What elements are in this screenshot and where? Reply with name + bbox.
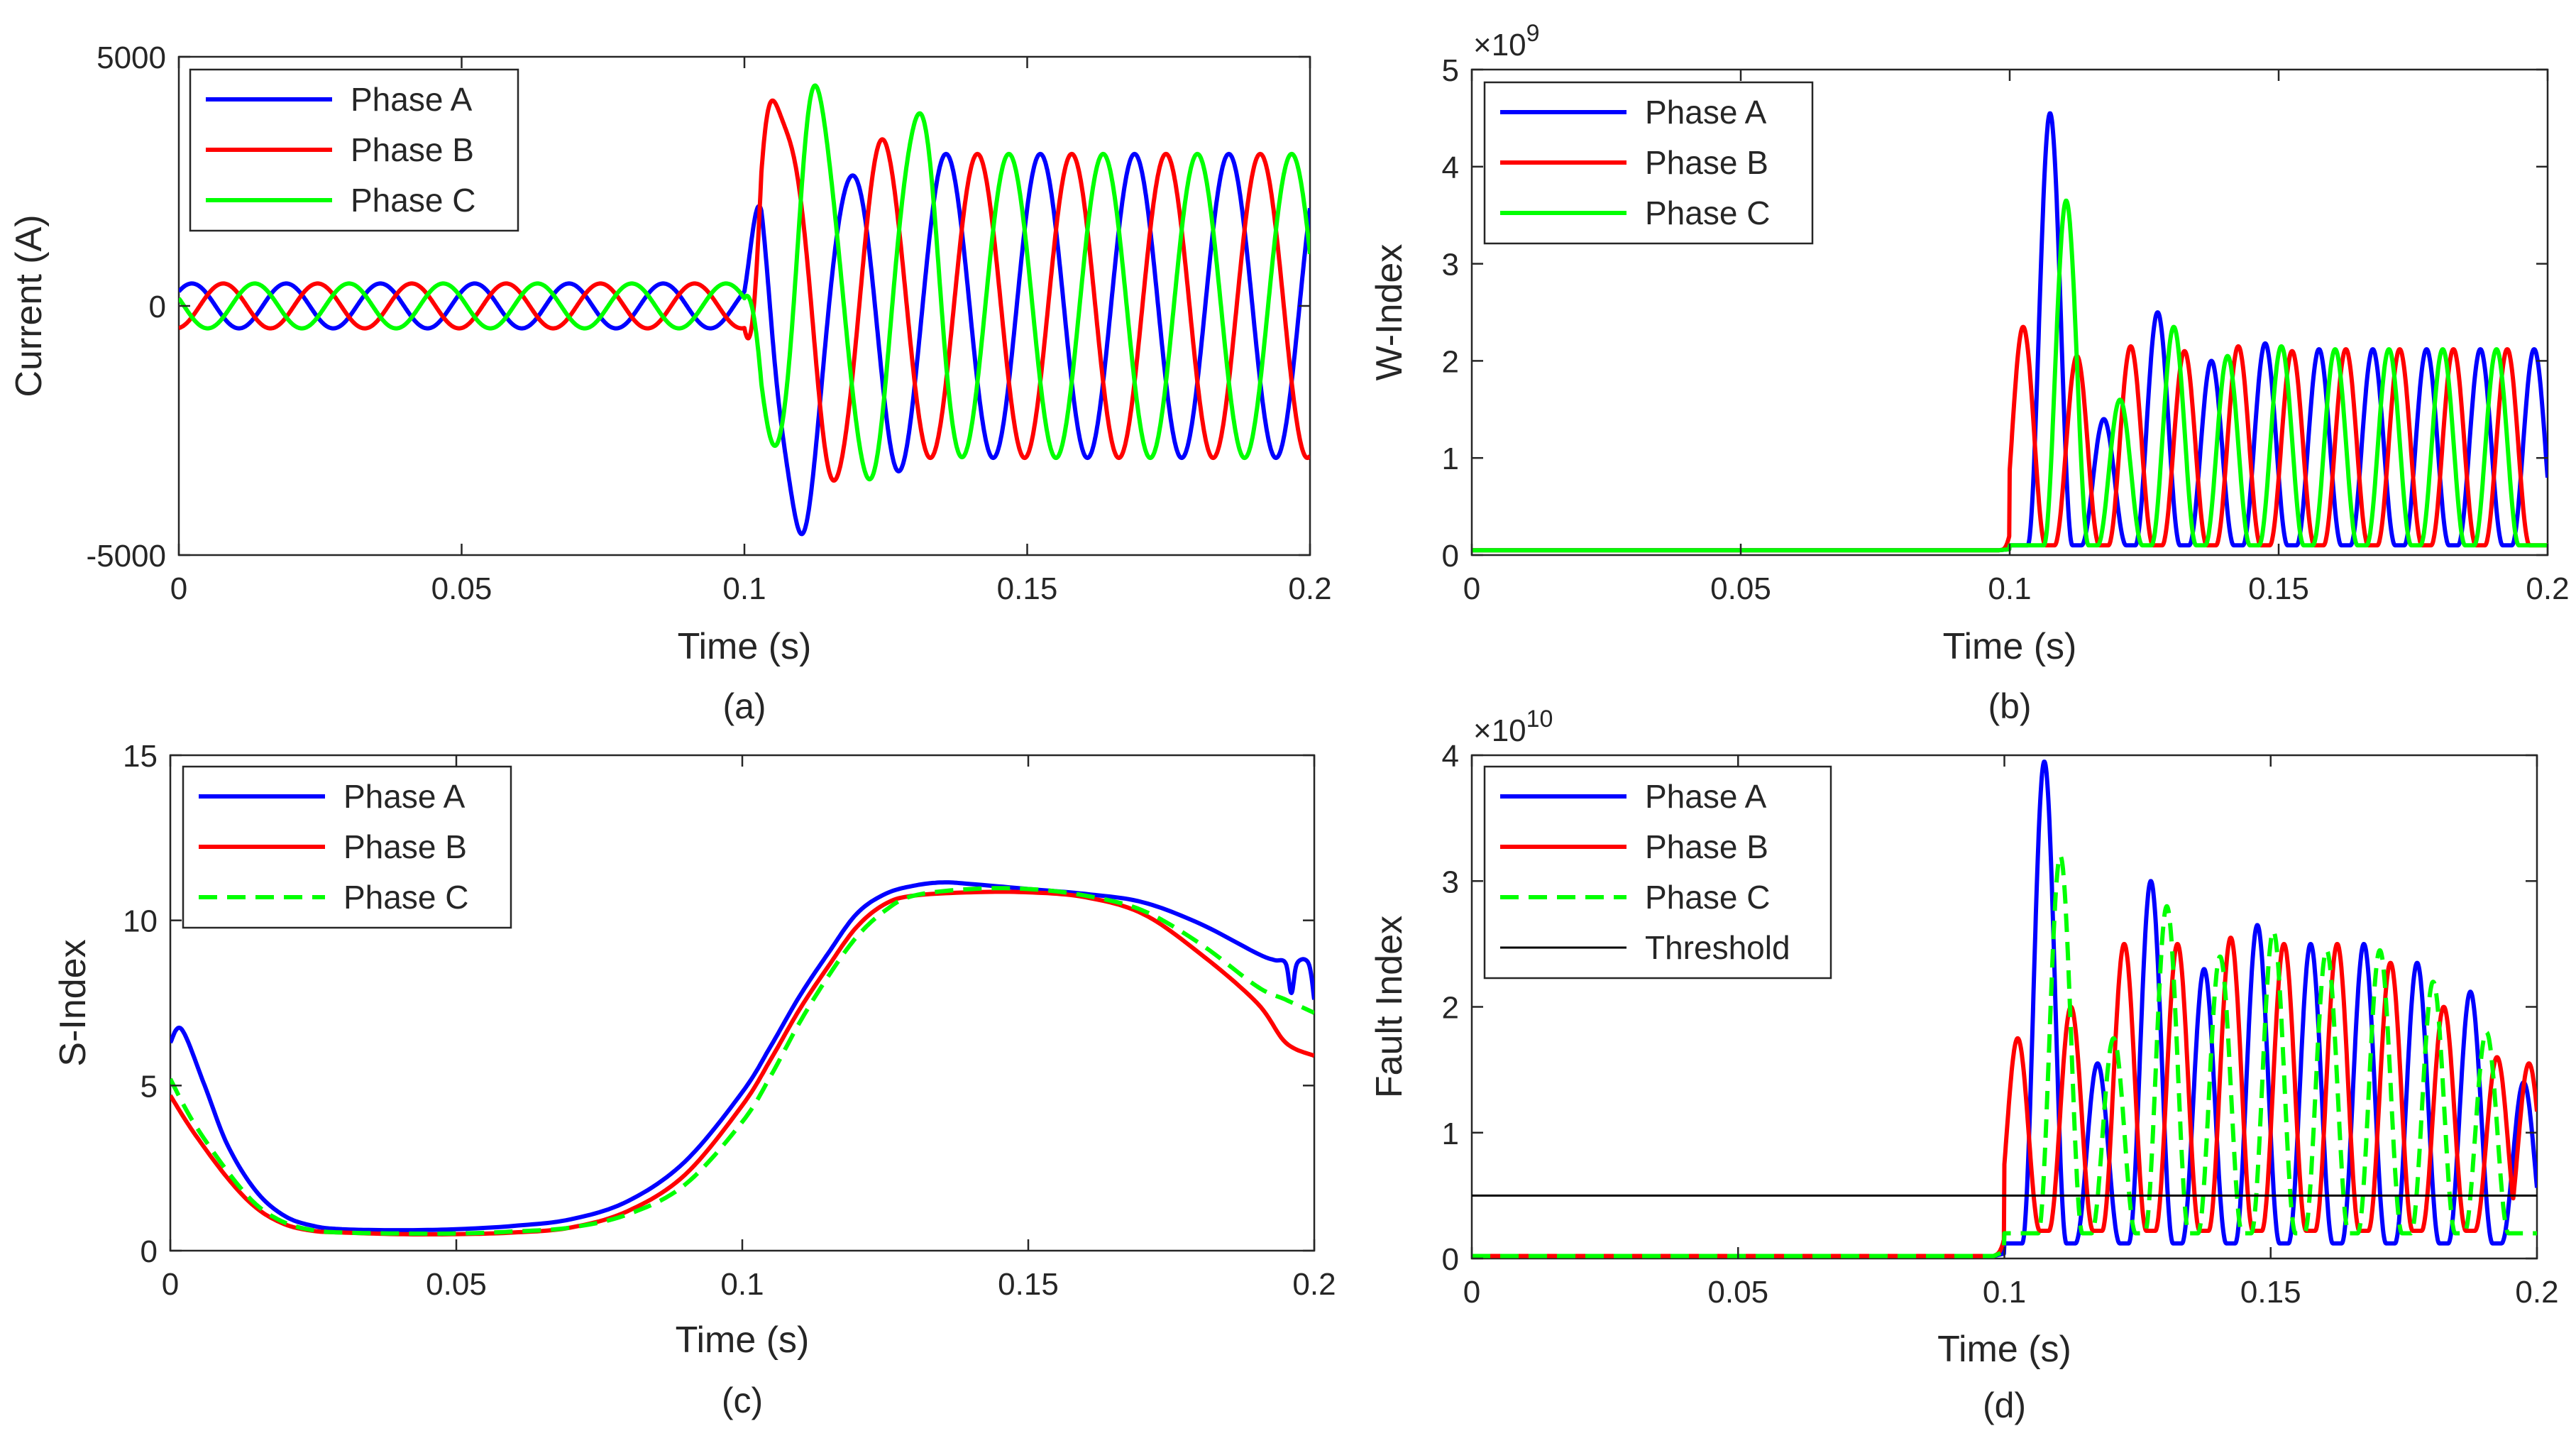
legend-label: Phase B [343,828,467,865]
y-tick-label: 0 [149,290,166,324]
y-tick-label: 3 [1442,248,1459,283]
legend: Phase A Phase B Phase C [189,68,519,232]
y-tick-label: 0 [1442,1242,1459,1277]
series-line-phase-a [179,151,1310,537]
y-tick-label: 2 [1442,991,1459,1026]
series-line-phase-a [170,880,1314,1233]
y-tick-label: -5000 [86,539,166,574]
x-tick-label: 0.05 [431,571,492,606]
legend: Phase A Phase B Phase C [1483,81,1814,245]
y-tick-label: 5 [141,1069,158,1104]
x-tick-label: 0.15 [997,571,1058,606]
series-line-phase-c [179,83,1310,482]
series-group [170,880,1314,1236]
panel-caption: (c) [722,1381,763,1420]
x-tick-label: 0.2 [1288,571,1331,606]
x-axis-label: Time (s) [678,626,812,667]
panel-caption: (a) [722,686,766,726]
y-tick-label: 2 [1442,344,1459,379]
legend-box [1483,765,1832,980]
y-tick-label: 4 [1442,150,1459,185]
panel-caption: (d) [1983,1386,2026,1425]
x-tick-label: 0.2 [1292,1267,1336,1302]
legend: Phase A Phase B Phase C [182,765,512,929]
y-tick-label: 10 [123,904,158,939]
y-exponent-base: ×10 [1473,713,1526,748]
y-exponent-label: ×1010 [1473,706,1553,748]
y-axis-label: Current (A) [9,214,50,397]
x-tick-label: 0.15 [998,1267,1059,1302]
y-tick-label: 1 [1442,441,1459,476]
legend-label: Phase C [351,182,475,219]
x-tick-label: 0.1 [722,571,766,606]
legend-label: Phase A [351,81,473,118]
y-exponent-base: ×10 [1473,28,1526,62]
series-line-phase-c [170,886,1314,1236]
series-group [1472,759,2537,1258]
y-tick-label: 0 [1442,539,1459,574]
x-tick-label: 0.2 [2526,571,2569,606]
x-tick-label: 0.1 [720,1267,764,1302]
legend-label: Phase C [1645,879,1770,916]
legend-label: Phase B [1645,828,1768,865]
legend-label: Phase C [343,879,468,916]
x-tick-label: 0.05 [1710,571,1771,606]
x-axis-label: Time (s) [676,1320,810,1361]
panel-c: 0 0.05 0.1 0.15 0.2 0 5 10 15 Time (s) S-Index (c) P… [53,739,1336,1420]
x-tick-label: 0 [170,571,187,606]
series-line-phase-b [179,98,1310,483]
x-tick-label: 0.15 [2248,571,2309,606]
x-tick-label: 0 [1463,571,1480,606]
legend-label: Phase B [1645,144,1768,181]
x-tick-label: 0.15 [2240,1275,2301,1310]
legend-label: Phase A [1645,94,1767,131]
x-tick-label: 0.05 [1707,1275,1768,1310]
legend-label: Phase C [1645,194,1770,231]
x-tick-label: 0.05 [426,1267,487,1302]
y-tick-label: 3 [1442,865,1459,899]
panel-b: 0 0.05 0.1 0.15 0.2 0 1 2 3 4 5 ×109 Time (s) W-Index… [1369,20,2570,726]
legend-label: Threshold [1645,929,1790,966]
x-tick-label: 0 [162,1267,179,1302]
y-tick-label: 4 [1442,739,1459,774]
x-axis-label: Time (s) [1937,1329,2071,1370]
y-tick-label: 1 [1442,1117,1459,1151]
legend-label: Phase A [343,778,466,815]
x-tick-label: 0.2 [2515,1275,2558,1310]
x-tick-label: 0.1 [1988,571,2031,606]
y-exponent-power: 9 [1526,20,1540,47]
y-tick-label: 5000 [97,40,166,75]
legend-label: Phase A [1645,778,1767,815]
y-tick-label: 15 [123,739,158,774]
x-tick-label: 0.1 [1983,1275,2026,1310]
x-tick-label: 0 [1463,1275,1480,1310]
y-exponent-label: ×109 [1473,20,1540,62]
y-exponent-power: 10 [1526,706,1553,733]
panel-caption: (b) [1988,686,2031,726]
y-axis-label: W-Index [1369,244,1410,381]
series-group [179,83,1310,537]
y-tick-label: 5 [1442,53,1459,88]
panel-d: 0 0.05 0.1 0.15 0.2 0 1 2 3 4 ×1010 Time (s) Fault I… [1369,706,2559,1425]
x-axis-label: Time (s) [1943,626,2077,667]
legend: Phase A Phase B Phase C Threshold [1483,765,1832,980]
y-tick-label: 0 [141,1234,158,1269]
y-axis-label: S-Index [53,939,94,1066]
legend-label: Phase B [351,131,474,168]
series-line-phase-c [1472,854,2537,1258]
y-axis-label: Fault Index [1369,916,1410,1098]
